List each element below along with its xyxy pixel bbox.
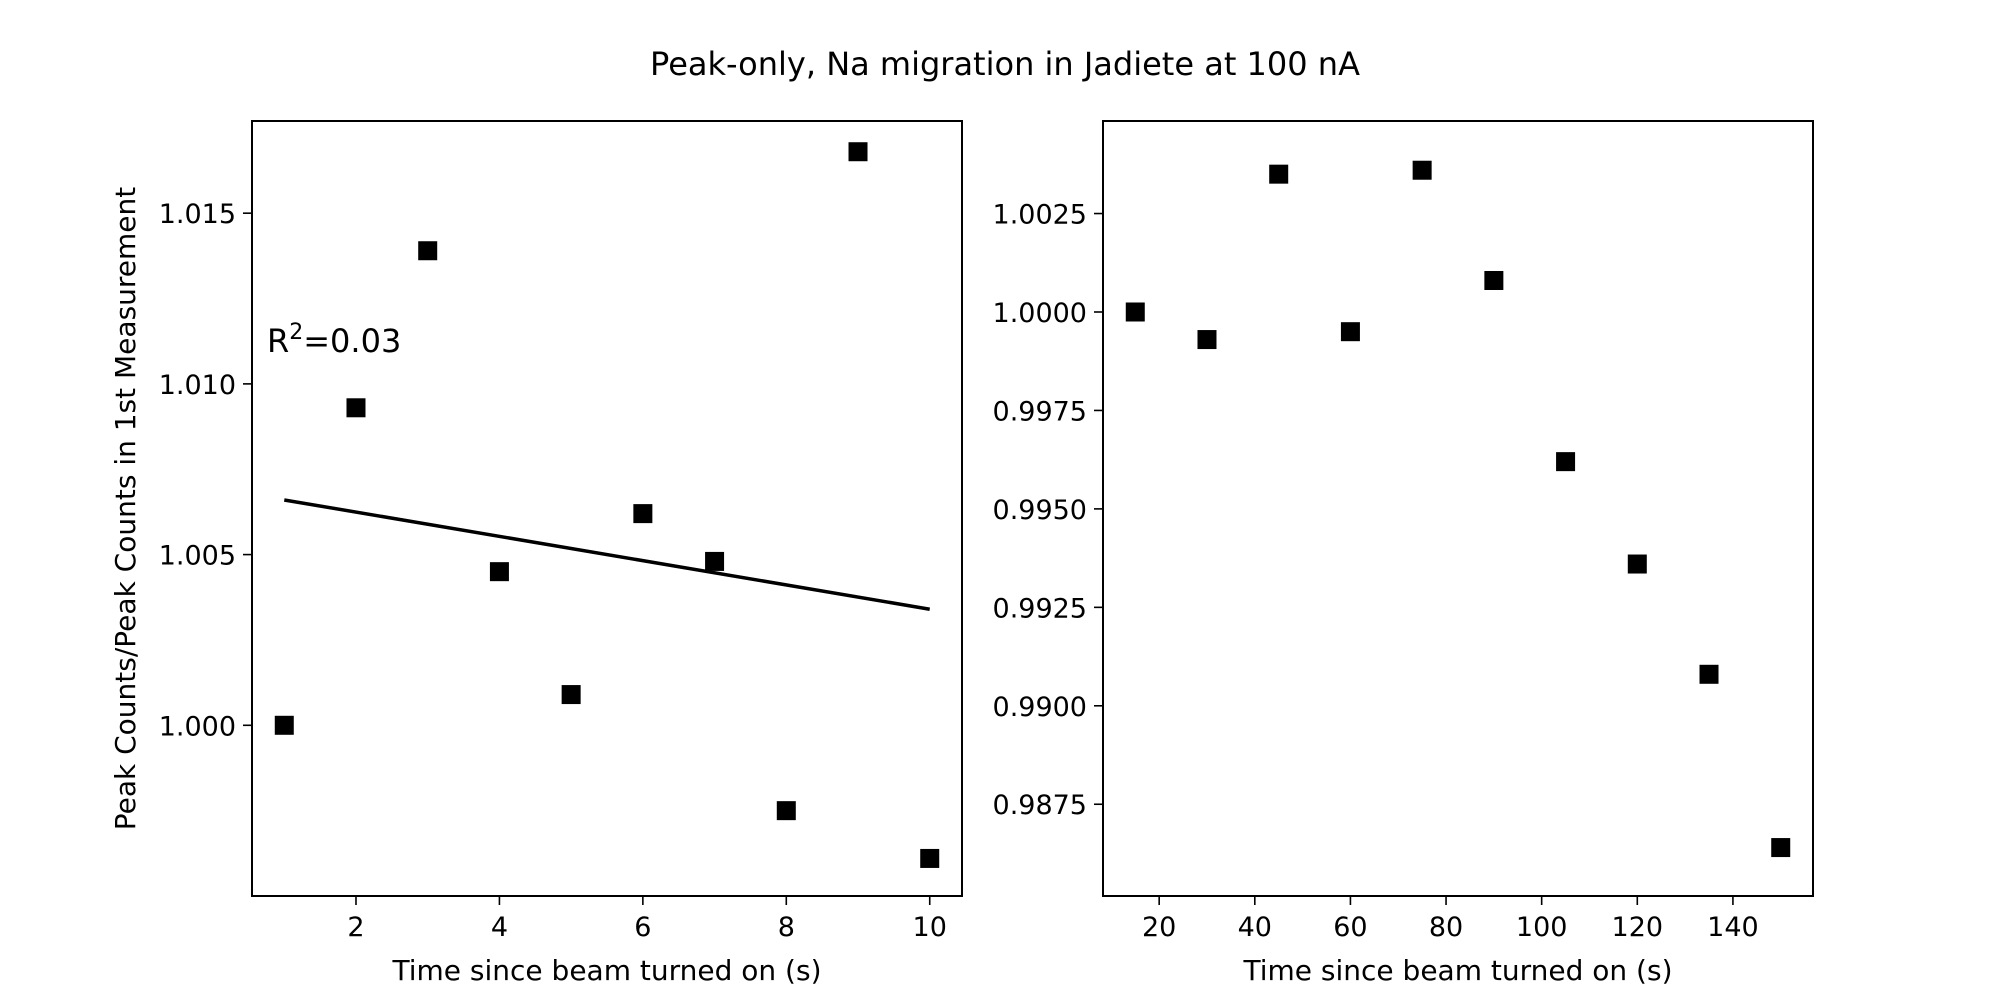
y-tick-label: 0.9875 — [993, 790, 1087, 821]
data-point — [1771, 838, 1791, 858]
data-point — [848, 142, 868, 162]
y-tick-label: 1.0000 — [993, 298, 1087, 329]
x-tick-label: 80 — [1429, 912, 1463, 943]
y-tick-label: 0.9975 — [993, 396, 1087, 427]
data-point — [489, 562, 509, 582]
left-plot: 2 4 6 8 10 1.000 1.005 1.010 1.015 Time since bea… — [109, 120, 963, 987]
x-tick-label: 140 — [1707, 912, 1759, 943]
y-tick-label: 0.9900 — [993, 692, 1087, 723]
x-tick-label: 100 — [1516, 912, 1568, 943]
right-plot: 20 40 60 80 100 120 140 0.9875 0.9900 0.9925 0.995… — [993, 120, 1814, 987]
data-point — [1197, 330, 1217, 350]
x-tick-label: 120 — [1612, 912, 1664, 943]
data-point — [776, 801, 796, 821]
x-tick-label: 40 — [1238, 912, 1272, 943]
axes-frame — [1102, 120, 1814, 897]
x-tick-label: 20 — [1142, 912, 1176, 943]
data-point — [1269, 164, 1289, 184]
x-axis-label: Time since beam turned on (s) — [392, 954, 822, 987]
data-point — [1699, 664, 1719, 684]
data-point — [633, 504, 653, 524]
data-point — [1556, 452, 1576, 472]
x-tick-label: 6 — [634, 912, 651, 943]
x-axis-label: Time since beam turned on (s) — [1243, 954, 1673, 987]
y-tick-label: 1.015 — [159, 199, 236, 230]
data-point — [346, 398, 366, 418]
y-axis-label: Peak Counts/Peak Counts in 1st Measureme… — [109, 187, 142, 831]
data-point — [561, 685, 581, 705]
regression-line — [283, 498, 931, 611]
data-point — [418, 241, 438, 261]
data-point — [1412, 160, 1432, 180]
axes-frame — [251, 120, 963, 897]
x-tick-label: 2 — [347, 912, 364, 943]
data-point — [1125, 302, 1145, 322]
x-tick-label: 8 — [778, 912, 795, 943]
data-point — [1627, 554, 1647, 574]
x-tick-label: 10 — [913, 912, 947, 943]
y-tick-label: 1.005 — [159, 541, 236, 572]
y-tick-label: 1.000 — [159, 711, 236, 742]
data-point — [920, 848, 940, 868]
x-tick-label: 60 — [1333, 912, 1367, 943]
y-tick-label: 1.010 — [159, 370, 236, 401]
r-squared-annotation: R2=0.03 — [267, 320, 401, 360]
y-tick-label: 0.9925 — [993, 593, 1087, 624]
data-point — [274, 715, 294, 735]
data-point — [1484, 270, 1504, 290]
data-point — [1340, 322, 1360, 342]
y-tick-label: 0.9950 — [993, 495, 1087, 526]
figure-title: Peak-only, Na migration in Jadiete at 10… — [650, 45, 1360, 83]
x-tick-label: 4 — [491, 912, 508, 943]
data-point — [705, 551, 725, 571]
y-tick-label: 1.0025 — [993, 200, 1087, 231]
